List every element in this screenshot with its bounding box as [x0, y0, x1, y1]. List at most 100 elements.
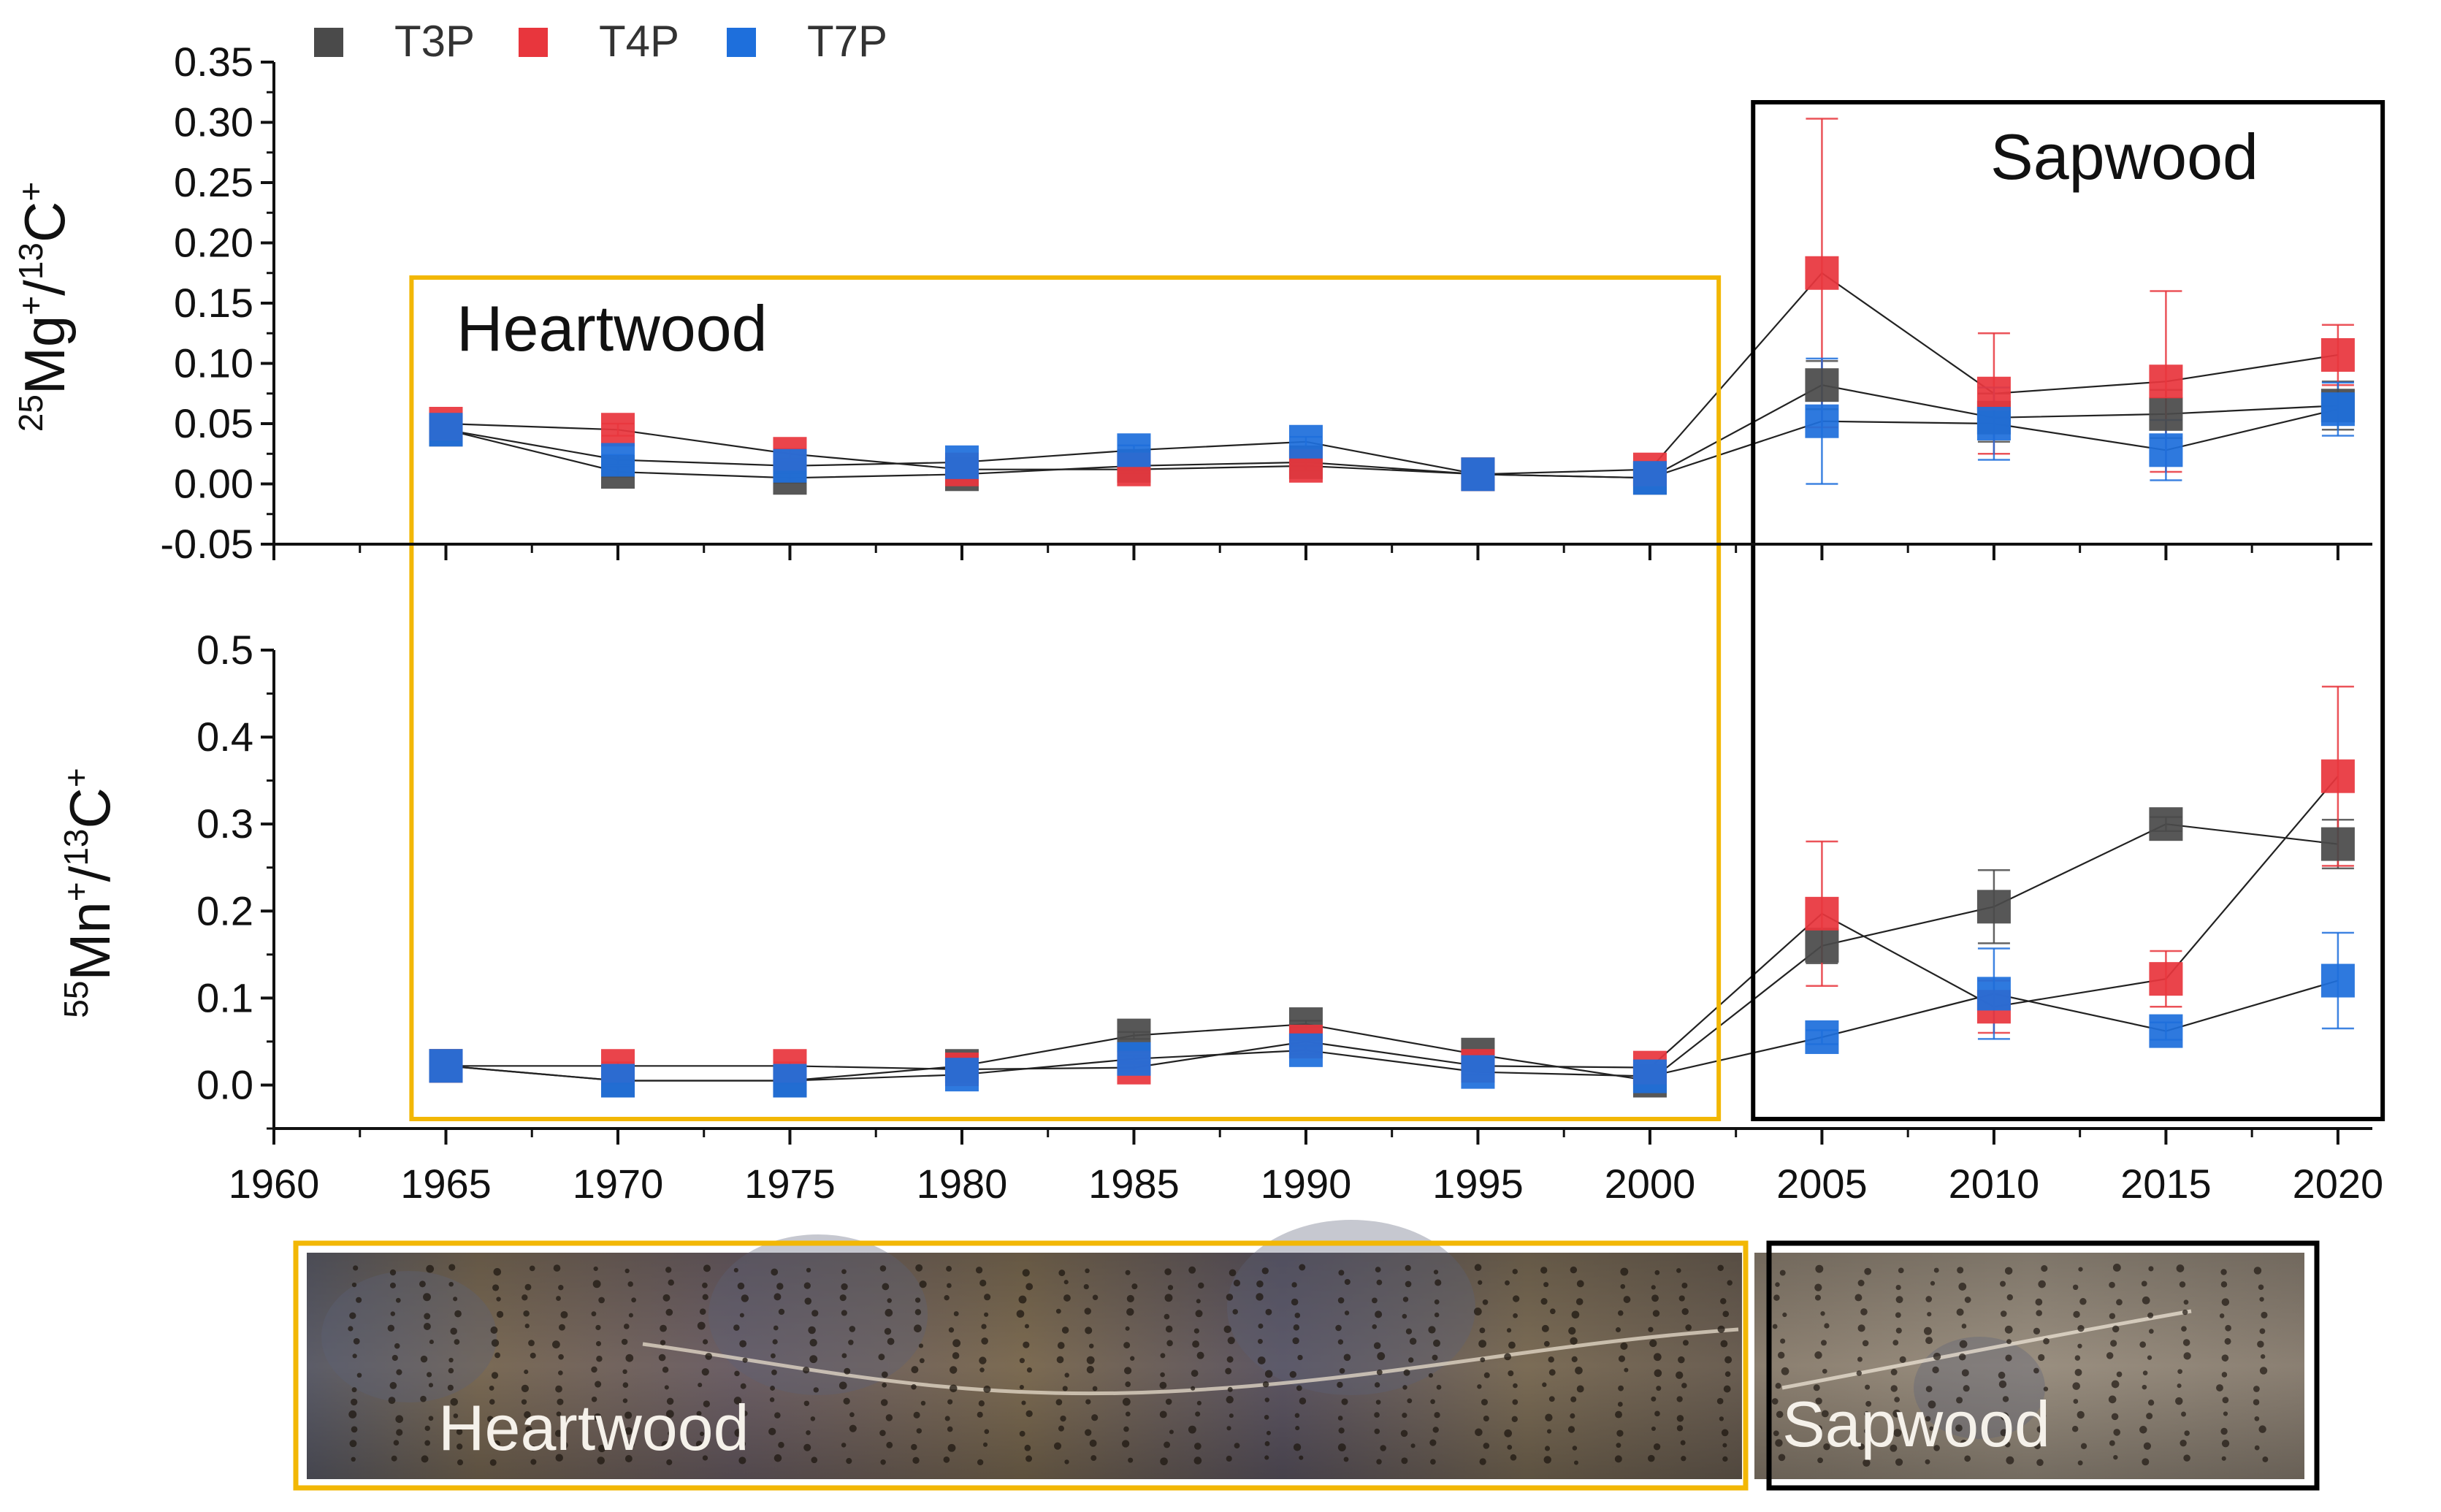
pore	[1542, 1382, 1547, 1387]
pore	[448, 1367, 454, 1374]
pore	[1722, 1443, 1727, 1448]
pore	[1266, 1430, 1271, 1435]
pore	[2116, 1299, 2123, 1306]
pore	[806, 1267, 811, 1273]
pore	[697, 1321, 706, 1330]
pore	[813, 1387, 819, 1393]
y-axis-title-mn: 55Mn+/13C+	[57, 768, 122, 1017]
y-axis-title-part: 13	[12, 243, 50, 280]
pore	[1864, 1267, 1872, 1275]
pore	[733, 1267, 738, 1273]
pore	[1541, 1324, 1549, 1332]
pore	[591, 1311, 597, 1317]
pore	[914, 1324, 922, 1333]
legend-marker-t3p	[314, 28, 343, 57]
pore	[1063, 1294, 1071, 1302]
pore	[1863, 1459, 1871, 1467]
pore	[1964, 1297, 1971, 1303]
pore	[554, 1429, 562, 1437]
pore	[1375, 1400, 1381, 1405]
wood-core-photo: Heartwood Sapwood	[293, 1220, 2320, 1491]
pore	[1623, 1296, 1631, 1303]
pore	[1257, 1356, 1266, 1364]
pore	[1401, 1457, 1408, 1465]
pore	[803, 1400, 810, 1406]
pore	[1678, 1295, 1685, 1302]
pore	[1055, 1399, 1063, 1405]
series-line-t7p-mg	[446, 408, 2339, 479]
pore	[1160, 1353, 1166, 1359]
pore	[353, 1337, 360, 1345]
pore	[558, 1324, 565, 1331]
pore	[698, 1383, 703, 1388]
pore	[352, 1353, 357, 1359]
pore	[1681, 1456, 1686, 1462]
pore	[778, 1441, 784, 1448]
pore	[524, 1283, 532, 1291]
pore	[2183, 1454, 2190, 1462]
data-point-t7p-1995	[1461, 1055, 1495, 1089]
pore	[733, 1324, 740, 1331]
pore	[1959, 1340, 1968, 1348]
y-tick-label: 0.2	[196, 887, 253, 933]
pore	[771, 1370, 777, 1375]
pore	[1821, 1410, 1829, 1418]
y-tick-label: 0.1	[196, 974, 253, 1020]
data-point-t3p-2010	[1976, 890, 2011, 924]
pore	[983, 1385, 991, 1394]
pore	[1895, 1327, 1902, 1334]
pore	[1293, 1324, 1300, 1331]
pore	[1624, 1367, 1629, 1372]
pore	[2041, 1265, 2048, 1272]
pore	[839, 1294, 847, 1302]
y-axis-title-part: +	[57, 882, 95, 901]
pore	[2225, 1324, 2231, 1332]
pore	[950, 1384, 958, 1393]
pore	[528, 1340, 535, 1347]
x-tick-label: 1995	[1432, 1161, 1524, 1207]
pore	[1780, 1338, 1786, 1344]
pore	[885, 1414, 893, 1421]
pore	[1925, 1416, 1931, 1422]
pore	[811, 1456, 818, 1464]
pore	[1483, 1415, 1489, 1422]
pore	[2141, 1280, 2147, 1287]
pore	[2143, 1442, 2151, 1450]
pore	[424, 1425, 430, 1432]
pore	[912, 1456, 920, 1465]
pore	[948, 1327, 955, 1333]
pore	[351, 1387, 357, 1393]
pore	[448, 1264, 456, 1271]
pore	[1508, 1370, 1514, 1377]
pore	[1091, 1414, 1099, 1421]
pore	[1256, 1293, 1264, 1301]
pore	[946, 1266, 952, 1272]
pore	[1651, 1426, 1656, 1432]
pore	[1890, 1444, 1898, 1452]
pore	[2260, 1353, 2266, 1359]
x-tick-label: 2000	[1605, 1161, 1696, 1207]
pore	[1857, 1279, 1865, 1286]
pore	[1166, 1340, 1173, 1347]
pore	[809, 1355, 818, 1364]
pore	[555, 1454, 563, 1462]
pore	[1063, 1280, 1069, 1285]
pore	[1483, 1372, 1490, 1378]
pore	[984, 1312, 989, 1317]
pore	[808, 1326, 816, 1335]
pore	[2036, 1426, 2044, 1433]
pore	[625, 1353, 634, 1362]
pore	[1570, 1266, 1578, 1274]
pore	[1338, 1427, 1345, 1434]
pore	[984, 1294, 991, 1301]
pore	[1481, 1399, 1488, 1406]
pore	[1299, 1264, 1306, 1271]
pore	[1932, 1366, 1939, 1374]
pore	[1617, 1310, 1624, 1316]
pore	[666, 1397, 674, 1405]
pore	[1372, 1297, 1378, 1304]
pore	[2005, 1354, 2012, 1362]
pore	[1958, 1283, 1967, 1291]
pore	[1188, 1425, 1196, 1434]
pore	[1375, 1310, 1383, 1318]
